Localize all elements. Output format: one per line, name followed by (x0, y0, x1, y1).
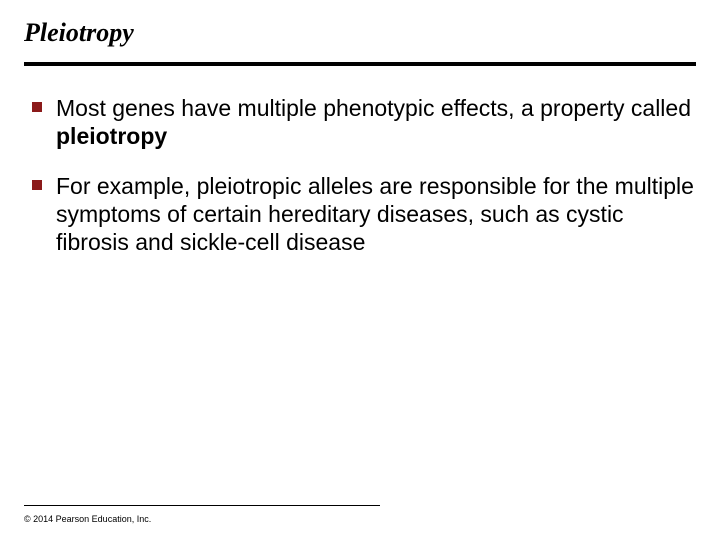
bullet-text-bold: pleiotropy (56, 123, 167, 149)
title-underline (24, 62, 696, 66)
bullet-text-pre: For example, pleiotropic alleles are res… (56, 173, 694, 255)
slide: Pleiotropy Most genes have multiple phen… (0, 0, 720, 540)
list-item: For example, pleiotropic alleles are res… (30, 172, 696, 256)
list-item: Most genes have multiple phenotypic effe… (30, 94, 696, 150)
bullet-list: Most genes have multiple phenotypic effe… (24, 94, 696, 256)
slide-title: Pleiotropy (24, 18, 696, 48)
copyright-text: © 2014 Pearson Education, Inc. (24, 514, 151, 524)
bullet-text-pre: Most genes have multiple phenotypic effe… (56, 95, 691, 121)
footer-rule (24, 505, 380, 506)
